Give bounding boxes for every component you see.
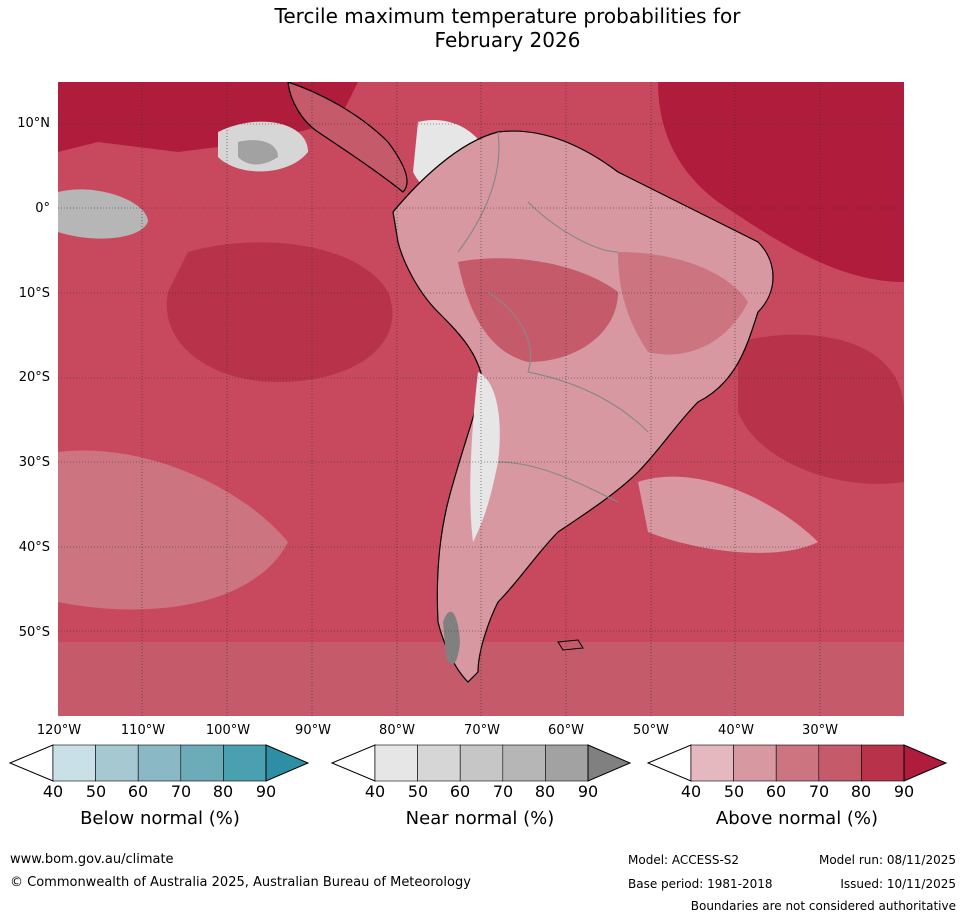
- legend-below-tick: 40: [42, 782, 64, 801]
- footer-model: Model: ACCESS-S2: [628, 853, 740, 867]
- legend-above-min-arrow: [646, 744, 692, 782]
- legend-below-title: Below normal (%): [80, 808, 240, 829]
- legend-above-tick: 50: [723, 782, 745, 801]
- land-zone-andes: [470, 372, 500, 542]
- legend-below-min-arrow: [8, 744, 54, 782]
- country-borders: [457, 131, 649, 503]
- legend-near-max-arrow: [587, 744, 632, 782]
- lon-label-30w: 30°W: [802, 723, 838, 738]
- legend-near-title: Near normal (%): [405, 808, 555, 829]
- footer-website-link[interactable]: www.bom.gov.au/climate: [10, 852, 174, 867]
- legend-above-title: Above normal (%): [715, 808, 879, 829]
- map-title: Tercile maximum temperature probabilitie…: [0, 4, 965, 52]
- legend-below-tick: 50: [85, 782, 107, 801]
- land-zone-patagonia: [443, 611, 460, 665]
- legend-above-tick: 40: [680, 782, 702, 801]
- lat-label-10n: 10°N: [17, 116, 50, 131]
- zone-southwest-atlantic: [638, 476, 818, 553]
- lon-label-90w: 90°W: [295, 723, 331, 738]
- near-normal-patch-west: [58, 189, 148, 239]
- legend-near-swatch: [417, 744, 461, 782]
- legend-near-tick: 40: [364, 782, 386, 801]
- near-normal-core: [238, 140, 278, 165]
- lat-label-20s: 20°S: [18, 370, 50, 385]
- lat-label-40s: 40°S: [18, 540, 50, 555]
- zone-north-atlantic: [658, 82, 904, 282]
- graticule: [58, 82, 904, 716]
- land-zone-northeast: [618, 252, 748, 355]
- lat-label-0: 0°: [35, 201, 50, 216]
- legend-near-swatch: [374, 744, 418, 782]
- lon-label-120w: 120°W: [36, 723, 82, 738]
- legend-above-tick: 60: [765, 782, 787, 801]
- lat-label-10s: 10°S: [18, 286, 50, 301]
- legend-below-tick: 90: [255, 782, 277, 801]
- footer-issued: Issued: 10/11/2025: [840, 877, 956, 891]
- footer-copyright: © Commonwealth of Australia 2025, Austra…: [10, 875, 471, 890]
- title-line-1: Tercile maximum temperature probabilitie…: [274, 4, 741, 28]
- legend-above-tick: 80: [850, 782, 872, 801]
- lon-label-50w: 50°W: [633, 723, 669, 738]
- zone-south-atlantic: [738, 334, 904, 484]
- legend-above-swatch: [861, 744, 905, 782]
- probability-map: [58, 82, 904, 716]
- lon-label-60w: 60°W: [548, 723, 584, 738]
- lon-label-80w: 80°W: [379, 723, 415, 738]
- lon-label-100w: 100°W: [205, 723, 251, 738]
- zone-central-pacific: [166, 242, 393, 382]
- legend-above-swatch: [775, 744, 820, 782]
- legend-below-swatch: [52, 744, 96, 782]
- legend-above-colorbar: [646, 744, 948, 782]
- land-zone-interior: [458, 258, 618, 362]
- legend-near-tick: 70: [492, 782, 514, 801]
- legend-below-tick: 80: [212, 782, 234, 801]
- legend-below-max-arrow: [265, 744, 310, 782]
- lon-label-110w: 110°W: [120, 723, 166, 738]
- legend-near-colorbar: [330, 744, 632, 782]
- legend-above-swatch: [818, 744, 862, 782]
- lat-label-30s: 30°S: [18, 455, 50, 470]
- central-america-land: [287, 82, 408, 193]
- footer-model-run: Model run: 08/11/2025: [818, 853, 956, 867]
- legend-above-max-arrow: [903, 744, 948, 782]
- legend-near-tick: 50: [407, 782, 429, 801]
- legend-near-min-arrow: [330, 744, 376, 782]
- footer-disclaimer: Boundaries are not considered authoritat…: [690, 899, 956, 913]
- legend-above-tick: 90: [893, 782, 915, 801]
- legend-above-swatch: [733, 744, 777, 782]
- falkland-islands: [557, 639, 584, 651]
- title-line-2: February 2026: [434, 28, 581, 52]
- legend-near-swatch: [545, 744, 589, 782]
- legend-near-swatch: [502, 744, 546, 782]
- lat-label-50s: 50°S: [18, 625, 50, 640]
- legend-below-swatch: [137, 744, 182, 782]
- legend-near-tick: 60: [449, 782, 471, 801]
- legend-near-tick: 80: [534, 782, 556, 801]
- map-canvas: [58, 82, 904, 716]
- legend-near-swatch: [459, 744, 504, 782]
- legend-above-tick: 70: [808, 782, 830, 801]
- lon-label-40w: 40°W: [718, 723, 754, 738]
- zone-southeast-pacific: [58, 450, 288, 610]
- legend-below-swatch: [95, 744, 139, 782]
- legend-below-colorbar: [8, 744, 310, 782]
- legend-below-swatch: [180, 744, 224, 782]
- legend-below-tick: 70: [170, 782, 192, 801]
- legend-below-tick: 60: [127, 782, 149, 801]
- footer-base-period: Base period: 1981-2018: [628, 877, 773, 891]
- lon-label-70w: 70°W: [464, 723, 500, 738]
- legend-above-swatch: [690, 744, 734, 782]
- legend-near-tick: 90: [577, 782, 599, 801]
- legend-below-swatch: [223, 744, 267, 782]
